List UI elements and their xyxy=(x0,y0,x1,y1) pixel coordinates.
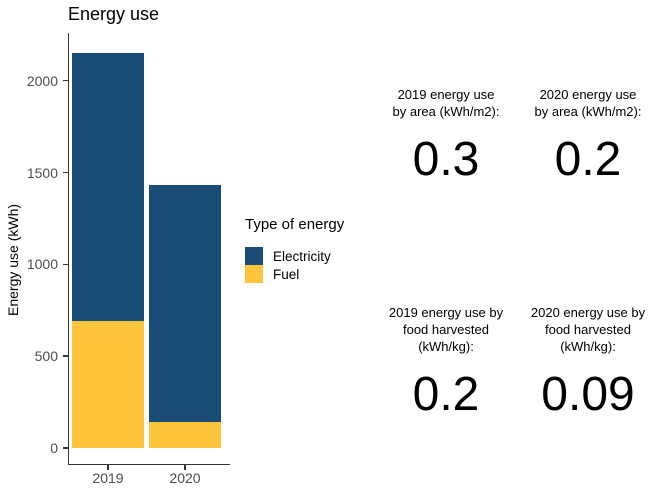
fuel-swatch xyxy=(245,265,263,283)
stat-label-line: food harvested xyxy=(544,322,631,337)
stat-label-line: 2019 energy use by xyxy=(388,305,504,320)
stat-value: 0.3 xyxy=(412,133,480,186)
y-tick-mark xyxy=(63,263,68,266)
stat-label: 2020 energy use by area (kWh/m2): xyxy=(508,86,660,120)
stat-label-line: 2020 energy use by xyxy=(530,305,646,320)
legend-items: Electricity Fuel xyxy=(245,247,344,283)
x-tick-label: 2020 xyxy=(169,470,201,486)
stat-value: 0.2 xyxy=(554,133,622,186)
legend-title: Type of energy xyxy=(245,216,345,233)
y-tick-label: 500 xyxy=(34,348,58,365)
y-tick-label: 2000 xyxy=(26,72,58,89)
stat-panel-1: 2020 energy use by area (kWh/m2): 0.2 xyxy=(508,86,660,184)
plot-area xyxy=(68,33,230,465)
stat-label-line: 2019 energy use xyxy=(397,87,495,102)
stat-panel-0: 2019 energy use by area (kWh/m2): 0.3 xyxy=(366,86,526,184)
electricity-swatch xyxy=(245,247,263,265)
x-tick-label: 2019 xyxy=(92,470,124,486)
chart-title: Energy use xyxy=(68,4,160,24)
stat-label-line: (kWh/kg): xyxy=(560,339,616,354)
bar-2020-electricity xyxy=(149,185,221,423)
legend-item-fuel: Fuel xyxy=(245,265,344,283)
bar-2019-electricity xyxy=(72,53,144,322)
y-tick-label: 1500 xyxy=(26,164,58,181)
stat-label: 2020 energy use by food harvested (kWh/kg)… xyxy=(508,304,660,355)
stat-panel-3: 2020 energy use by food harvested (kWh/kg)… xyxy=(508,304,660,419)
x-tick-mark xyxy=(107,465,109,470)
y-tick-mark xyxy=(63,79,68,82)
y-tick-mark xyxy=(63,447,68,449)
x-tick-mark xyxy=(184,465,186,470)
stat-value: 0.09 xyxy=(541,368,635,421)
stat-label-line: by area (kWh/m2): xyxy=(392,104,500,119)
stat-label-line: (kWh/kg): xyxy=(418,339,474,354)
y-tick-mark xyxy=(63,355,68,357)
stat-value: 0.2 xyxy=(412,368,480,421)
legend-label: Electricity xyxy=(273,248,331,264)
legend-item-electricity: Electricity xyxy=(245,247,344,265)
y-tick-mark xyxy=(63,171,68,174)
stat-label: 2019 energy use by food harvested (kWh/kg)… xyxy=(366,304,526,355)
stat-label-line: 2020 energy use xyxy=(539,87,637,102)
bar-2019-fuel xyxy=(72,321,144,448)
y-tick-label: 1000 xyxy=(26,256,58,273)
stat-label-line: by area (kWh/m2): xyxy=(534,104,642,119)
y-tick-label: 0 xyxy=(50,440,58,456)
stat-label: 2019 energy use by area (kWh/m2): xyxy=(366,86,526,120)
legend: Type of energy Electricity Fuel xyxy=(245,216,344,283)
stat-label-line: food harvested xyxy=(402,322,489,337)
legend-label: Fuel xyxy=(273,266,300,282)
stat-panel-2: 2019 energy use by food harvested (kWh/kg)… xyxy=(366,304,526,419)
bar-2020-fuel xyxy=(149,422,221,448)
